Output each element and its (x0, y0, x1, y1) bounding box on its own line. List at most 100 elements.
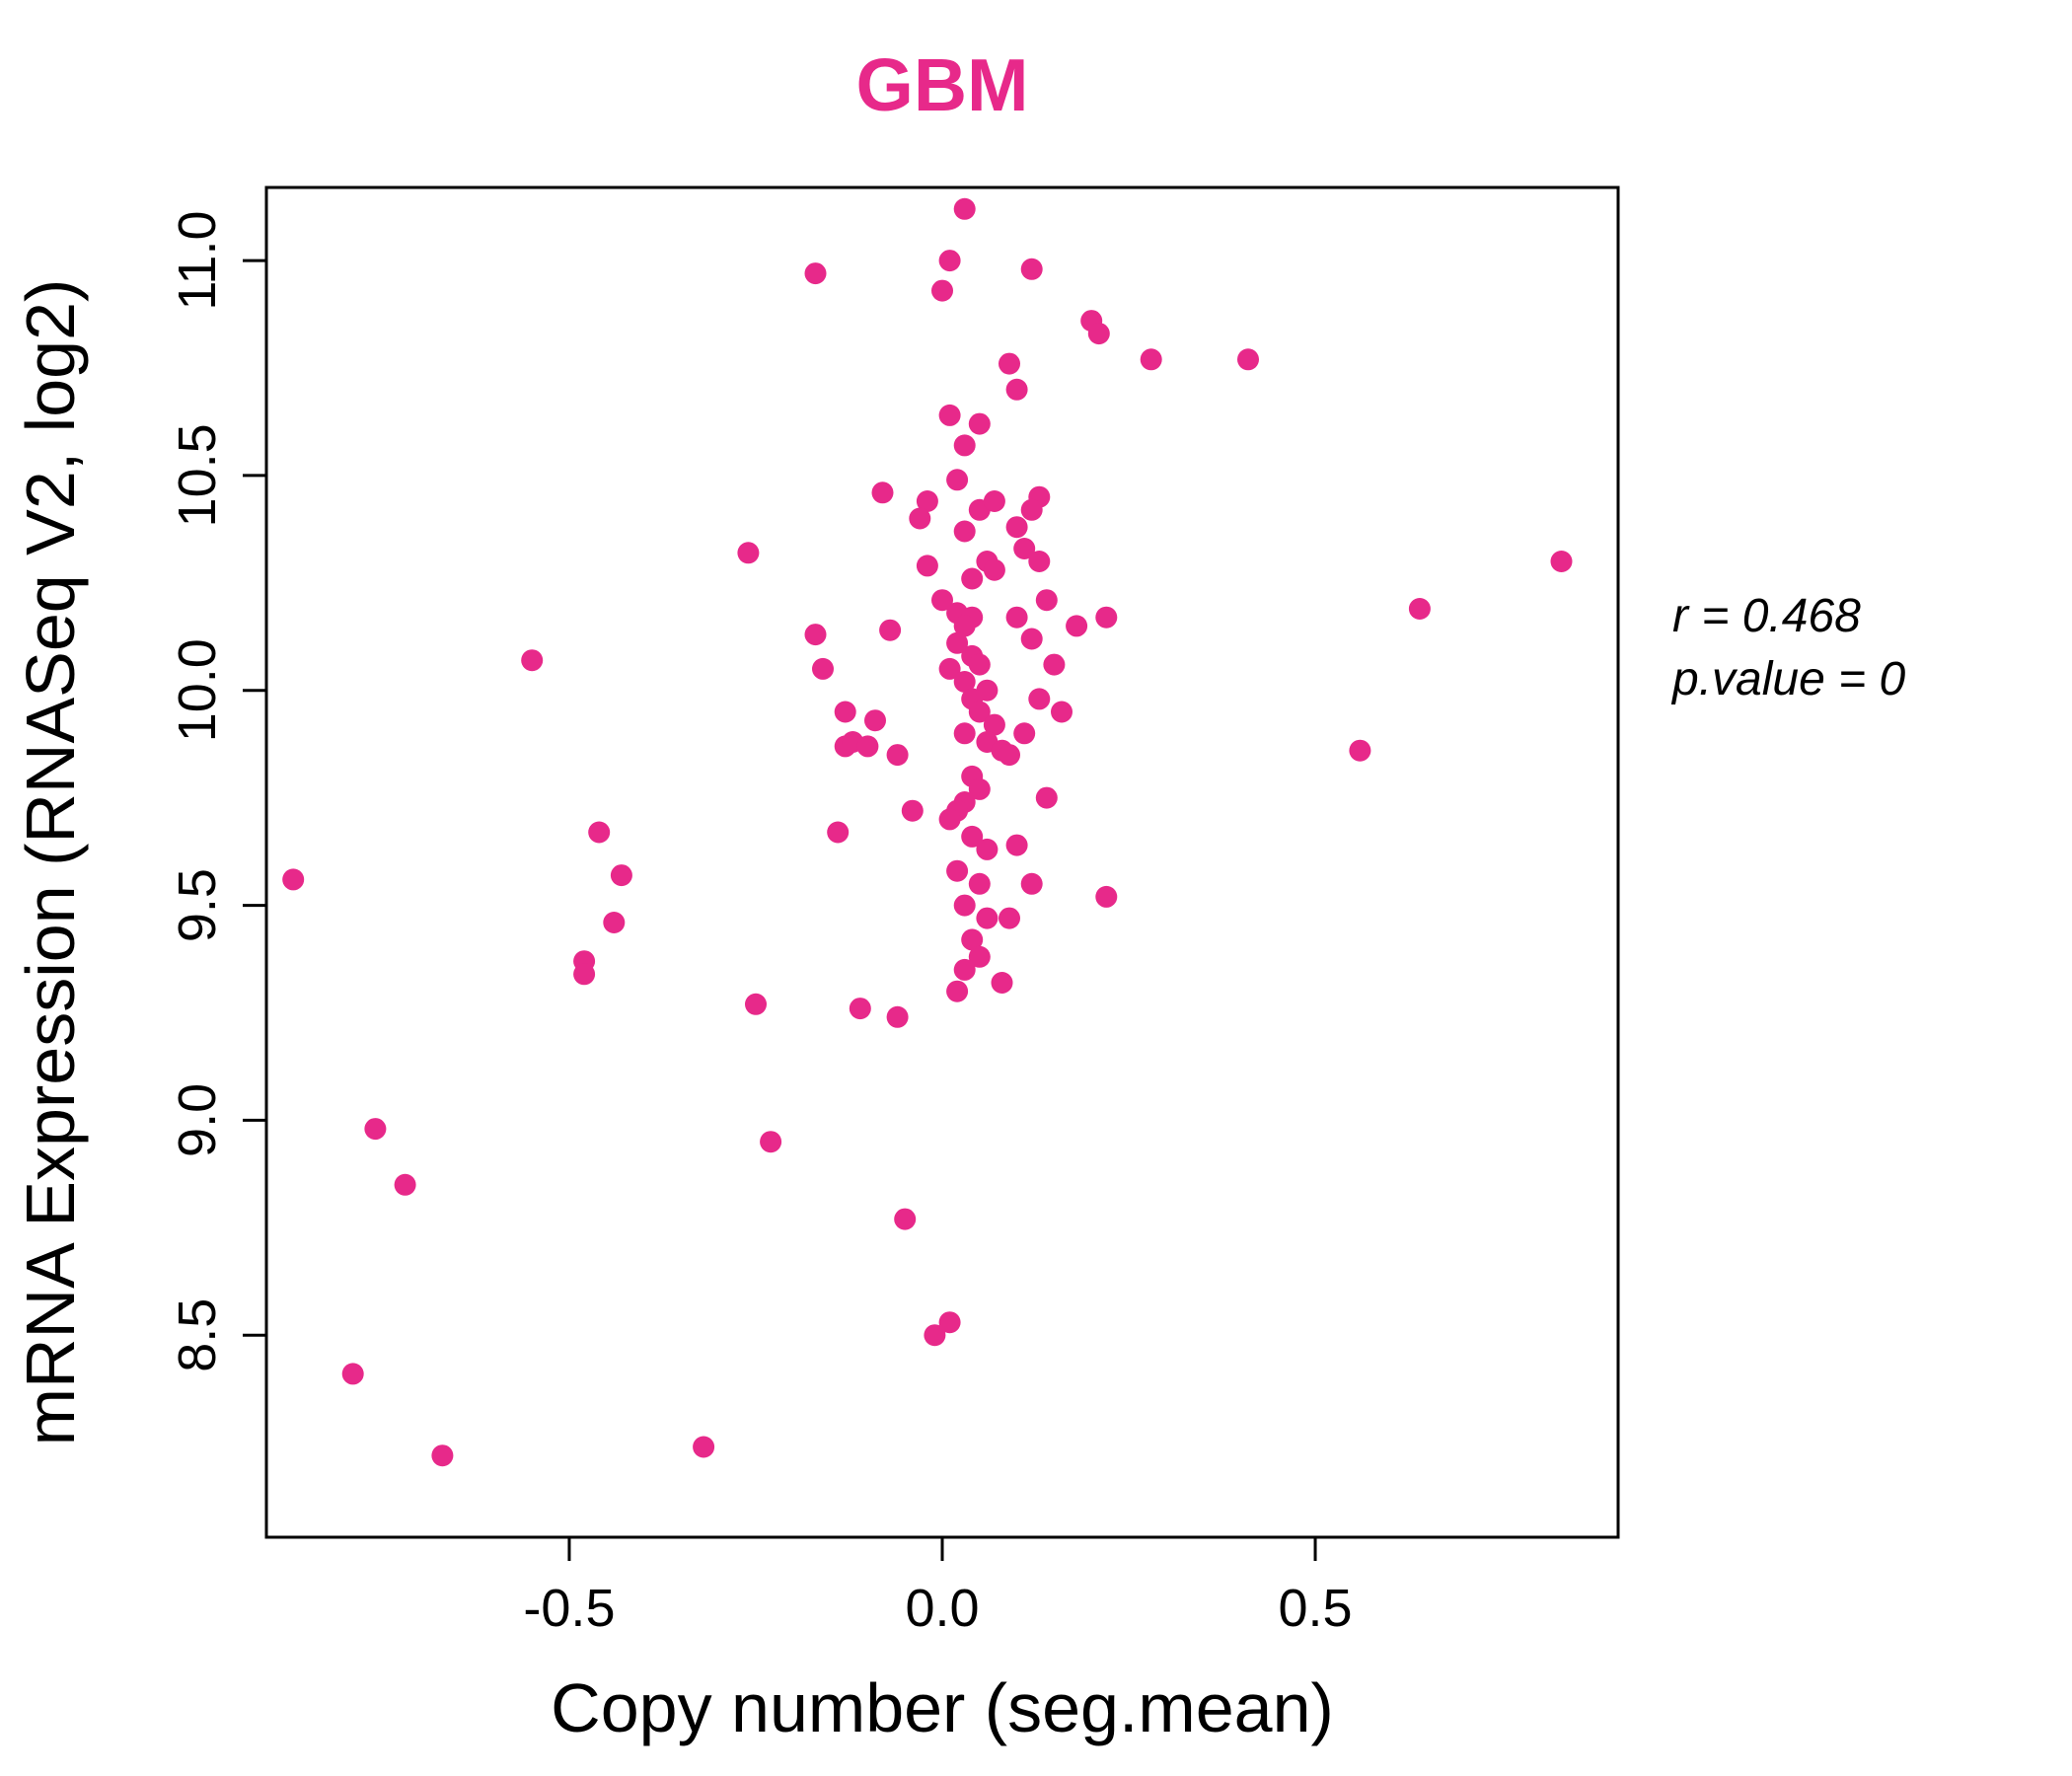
data-point (968, 701, 991, 723)
data-point (603, 912, 626, 933)
data-point (1408, 598, 1431, 620)
y-tick-label: 11.0 (168, 211, 227, 311)
data-point (1005, 606, 1028, 629)
data-point (849, 998, 871, 1020)
data-point (961, 567, 984, 590)
data-point (1020, 872, 1043, 895)
data-point (983, 490, 1005, 512)
data-point (737, 542, 760, 564)
data-point (953, 894, 976, 917)
data-point (946, 469, 969, 491)
data-point (999, 744, 1020, 767)
data-point (610, 864, 632, 887)
data-point (931, 589, 953, 612)
data-point (804, 624, 827, 646)
data-point (1550, 551, 1573, 572)
data-point (916, 490, 938, 512)
correlation-r-annotation: r = 0.468 (1672, 590, 1861, 642)
data-point (760, 1131, 782, 1153)
data-point (946, 859, 969, 882)
data-point (1020, 628, 1043, 650)
data-point (1237, 348, 1259, 371)
data-point (946, 631, 969, 654)
data-point (804, 262, 827, 285)
data-point (864, 709, 886, 732)
data-point (1028, 688, 1051, 710)
data-point (953, 722, 976, 745)
data-points (282, 197, 1573, 1467)
data-point (1035, 589, 1058, 612)
data-point (961, 928, 984, 951)
data-point (953, 671, 976, 693)
data-point (871, 481, 894, 504)
data-point (1140, 348, 1162, 371)
data-point (1349, 739, 1371, 762)
data-point (1013, 538, 1036, 559)
data-point (341, 1363, 364, 1385)
data-point (999, 352, 1020, 375)
data-point (983, 713, 1005, 736)
data-point (812, 657, 834, 680)
y-tick-label: 8.5 (168, 1298, 227, 1372)
data-point (999, 907, 1020, 929)
correlation-pvalue-annotation: p.value = 0 (1670, 653, 1905, 705)
data-point (968, 653, 991, 676)
data-point (953, 197, 976, 220)
data-point (693, 1436, 715, 1458)
x-tick-label: -0.5 (523, 1579, 615, 1638)
plot-title: GBM (856, 43, 1029, 126)
data-point (961, 825, 984, 848)
data-point (1066, 615, 1088, 637)
data-point (431, 1444, 454, 1467)
data-point (1005, 834, 1028, 856)
data-point (946, 980, 969, 1002)
y-tick-label: 9.0 (168, 1083, 227, 1157)
data-point (282, 868, 305, 891)
data-point (745, 993, 767, 1015)
data-point (879, 619, 902, 641)
y-tick-label: 10.0 (168, 638, 227, 742)
data-point (364, 1118, 387, 1141)
data-point (394, 1173, 416, 1196)
data-point (991, 972, 1013, 994)
x-axis-label: Copy number (seg.mean) (551, 1669, 1334, 1746)
data-point (938, 404, 961, 426)
data-point (1005, 378, 1028, 401)
data-point (968, 872, 991, 895)
data-point (968, 777, 991, 800)
data-point (1087, 323, 1110, 345)
data-point (827, 821, 850, 844)
data-point (1020, 258, 1043, 280)
data-point (953, 958, 976, 981)
data-point (1035, 786, 1058, 809)
data-point (953, 520, 976, 543)
data-point (976, 838, 999, 860)
data-point (1028, 551, 1051, 572)
y-axis-ticks: 8.5 9.0 9.5 10.0 10.5 11.0 (168, 211, 266, 1372)
data-point (938, 808, 961, 831)
data-point (968, 412, 991, 435)
x-tick-label: 0.5 (1278, 1579, 1352, 1638)
data-point (1020, 498, 1043, 521)
data-point (931, 279, 953, 302)
data-point (924, 1324, 946, 1347)
data-point (1051, 701, 1073, 723)
data-point (938, 657, 961, 680)
data-point (588, 821, 611, 844)
data-point (1095, 885, 1118, 908)
data-point (1095, 606, 1118, 629)
data-point (976, 907, 999, 929)
data-point (909, 507, 931, 530)
data-point (938, 1311, 961, 1334)
data-point (834, 701, 856, 723)
data-point (1043, 653, 1066, 676)
data-point (901, 799, 924, 822)
data-point (886, 1005, 909, 1028)
data-point (521, 649, 544, 672)
data-point (856, 735, 879, 758)
x-axis-ticks: -0.5 0.0 0.5 (523, 1537, 1353, 1638)
data-point (953, 615, 976, 637)
data-point (916, 555, 938, 577)
